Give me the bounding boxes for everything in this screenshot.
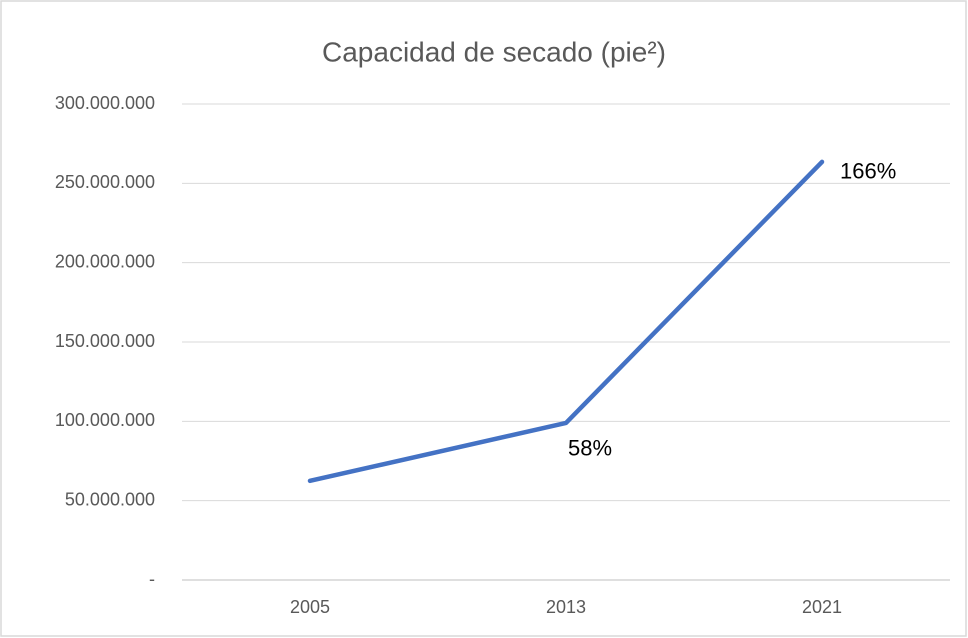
- y-tick-label: 150.000.000: [55, 331, 155, 351]
- annotation: 58%: [568, 436, 612, 461]
- y-tick-label: 250.000.000: [55, 172, 155, 192]
- line: [307, 159, 825, 484]
- y-tick-label: 200.000.000: [55, 251, 155, 271]
- y-tick-label: 100.000.000: [55, 410, 155, 430]
- chart-title: Capacidad de secado (pie²): [322, 36, 666, 67]
- x-tick-label: 2021: [802, 597, 842, 617]
- y-tick-label: 50.000.000: [65, 489, 155, 509]
- annotation: 166%: [840, 159, 896, 184]
- y-tick-label: -: [149, 569, 155, 589]
- x-tick-label: 2013: [546, 597, 586, 617]
- y-tick-label: 300.000.000: [55, 93, 155, 113]
- x-tick-label: 2005: [290, 597, 330, 617]
